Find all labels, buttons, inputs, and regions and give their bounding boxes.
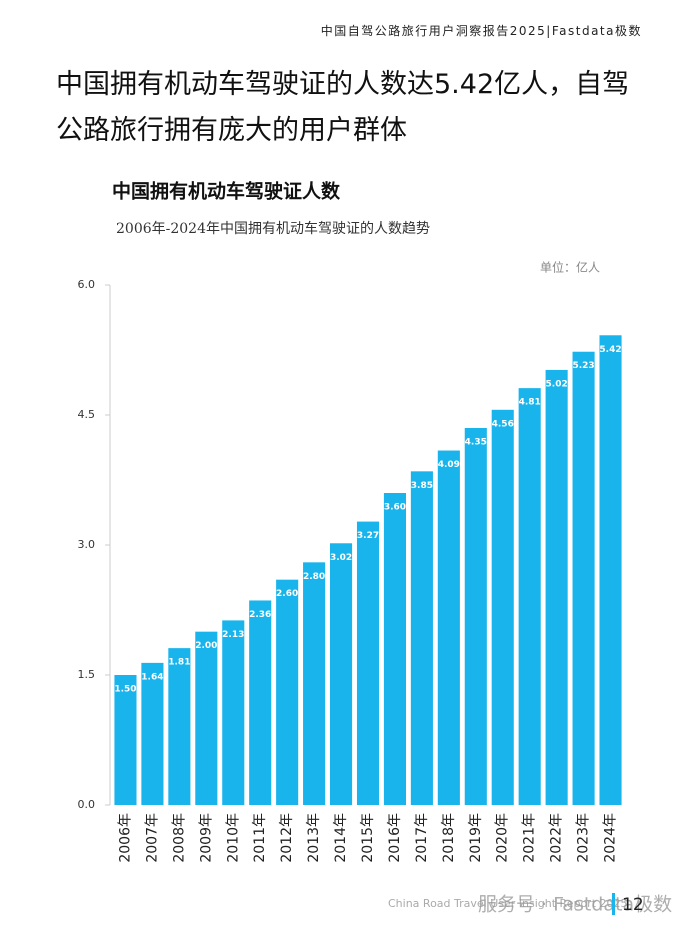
x-tick-label: 2022年 [549, 813, 565, 863]
bar [303, 562, 326, 805]
value-label: 1.64 [141, 672, 163, 682]
bar [599, 335, 622, 805]
y-tick-label: 6.0 [78, 278, 96, 291]
bar [545, 369, 568, 805]
value-label: 5.23 [572, 361, 594, 371]
x-tick-label: 2023年 [576, 813, 592, 863]
value-label: 2.80 [303, 572, 325, 582]
value-label: 5.02 [546, 379, 568, 389]
bar [464, 428, 487, 805]
bar [518, 388, 541, 805]
watermark: 服务号 · Fastdata极数 [478, 894, 672, 916]
value-label: 2.60 [276, 589, 298, 599]
x-tick-label: 2006年 [117, 813, 133, 863]
bar [410, 471, 433, 805]
value-label: 2.36 [249, 610, 271, 620]
x-tick-label: 2017年 [414, 813, 430, 863]
bar [195, 631, 218, 805]
chart-title: 中国拥有机动车驾驶证人数 [112, 180, 341, 203]
value-label: 4.35 [465, 438, 487, 448]
x-tick-label: 2016年 [387, 813, 403, 863]
page-marker [612, 893, 615, 915]
x-tick-label: 2013年 [306, 813, 322, 863]
x-tick-label: 2021年 [522, 813, 538, 863]
value-label: 4.81 [519, 398, 541, 408]
chart-subtitle: 2006年-2024年中国拥有机动车驾驶证的人数趋势 [116, 220, 430, 237]
bar [276, 579, 299, 805]
x-tick-label: 2009年 [198, 813, 214, 863]
value-label: 3.27 [357, 531, 379, 541]
value-label: 4.56 [492, 419, 514, 429]
x-tick-label: 2018年 [441, 813, 457, 863]
value-label: 1.81 [168, 658, 190, 668]
value-label: 3.85 [411, 481, 433, 491]
value-label: 3.02 [330, 553, 352, 563]
headline: 中国拥有机动车驾驶证的人数达5.42亿人，自驾公路旅行拥有庞大的用户群体 [56, 69, 630, 146]
x-tick-label: 2008年 [171, 813, 187, 863]
page-number: 12 [622, 895, 644, 915]
x-tick-label: 2015年 [360, 813, 376, 863]
x-tick-label: 2011年 [252, 813, 268, 863]
bar [222, 620, 245, 805]
x-tick-label: 2020年 [495, 813, 511, 863]
footer: China Road Travel User Insight Report 20… [388, 897, 628, 910]
bar [141, 662, 164, 805]
x-tick-label: 2010年 [225, 813, 241, 863]
unit-label: 单位：亿人 [540, 260, 600, 275]
bar [114, 675, 137, 805]
y-tick-label: 4.5 [78, 408, 96, 421]
bar [249, 600, 272, 805]
bar [330, 543, 353, 805]
value-label: 1.50 [114, 685, 136, 695]
bar [572, 351, 595, 805]
x-tick-label: 2019年 [468, 813, 484, 863]
bar [168, 648, 191, 805]
bar [437, 450, 460, 805]
value-label: 3.60 [384, 503, 406, 513]
y-tick-label: 3.0 [78, 538, 96, 551]
bar [383, 493, 406, 805]
y-tick-label: 0.0 [78, 798, 96, 811]
page-header: 中国自驾公路旅行用户洞察报告2025|Fastdata极数 [320, 24, 642, 38]
x-tick-label: 2007年 [144, 813, 160, 863]
value-label: 4.09 [438, 460, 460, 470]
bar [491, 409, 514, 805]
value-label: 5.42 [599, 345, 621, 355]
y-tick-label: 1.5 [78, 668, 96, 681]
x-tick-label: 2012年 [279, 813, 295, 863]
bar [356, 521, 380, 805]
value-label: 2.00 [195, 641, 217, 651]
x-tick-label: 2014年 [333, 813, 349, 863]
value-label: 2.13 [222, 630, 244, 640]
x-tick-label: 2024年 [603, 813, 619, 863]
